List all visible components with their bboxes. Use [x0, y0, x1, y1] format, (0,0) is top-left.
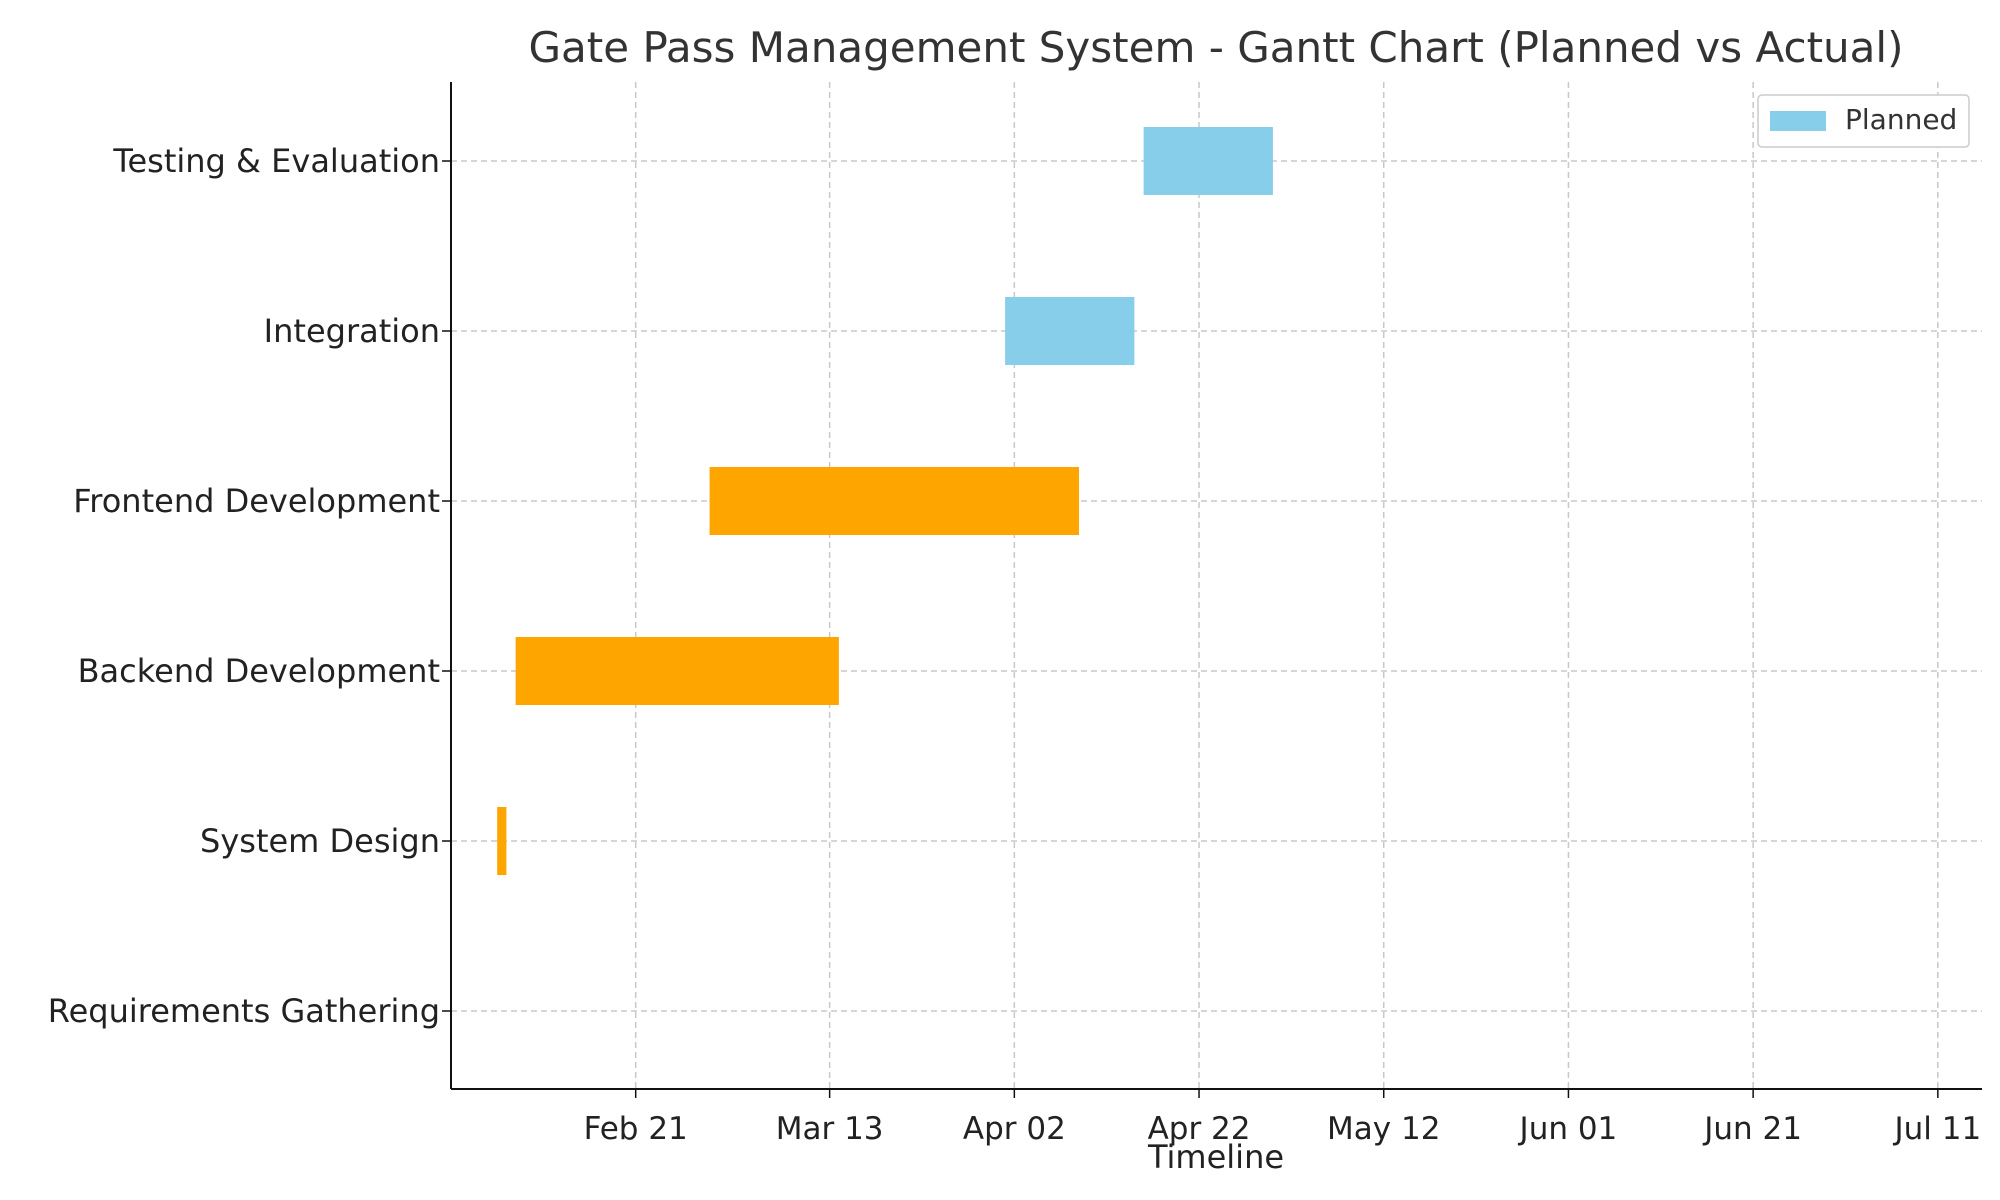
ticks-layer: Feb 21 Mar 13 Apr 02 Apr 22 May 12 Jun 01 Jun …	[48, 142, 1981, 1147]
axes-layer	[450, 82, 1982, 1090]
y-tick-label: Requirements Gathering	[48, 992, 440, 1030]
x-tick-label: Jul 11	[1892, 1111, 1981, 1147]
legend-frame	[1757, 94, 1970, 148]
y-tick-label: Testing & Evaluation	[112, 142, 440, 180]
x-tick-label: May 12	[1327, 1111, 1440, 1147]
legend-swatch	[1770, 111, 1826, 131]
x-tick-label: Mar 13	[776, 1111, 884, 1147]
gantt-bar-planned	[1143, 127, 1273, 195]
y-tick-label: Backend Development	[78, 652, 440, 690]
chart-title: Gate Pass Management System - Gantt Char…	[529, 23, 1904, 72]
grid-layer	[451, 82, 1982, 1089]
legend-label: Planned	[1845, 103, 1957, 136]
x-tick-label: Apr 02	[963, 1111, 1066, 1147]
legend: Planned	[1757, 94, 1970, 148]
gantt-bar-planned	[1005, 297, 1135, 365]
x-axis-label: Timeline	[1147, 1138, 1284, 1176]
gantt-bar-actual	[497, 807, 507, 875]
x-tick-label: Feb 21	[584, 1111, 688, 1147]
x-tick-label: Apr 22	[1148, 1111, 1251, 1147]
gantt-bar-actual	[515, 637, 839, 705]
bars-layer	[497, 127, 1273, 875]
x-tick-label: Jun 21	[1702, 1111, 1802, 1147]
y-tick-label: Integration	[264, 312, 440, 350]
y-tick-label: System Design	[200, 822, 440, 860]
gantt-bar-actual	[709, 467, 1079, 535]
x-tick-label: Jun 01	[1518, 1111, 1618, 1147]
y-tick-label: Frontend Development	[73, 482, 440, 520]
